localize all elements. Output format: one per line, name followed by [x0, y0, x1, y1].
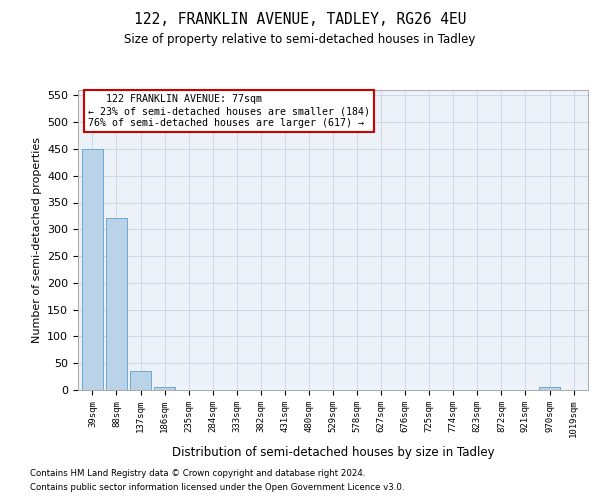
Y-axis label: Number of semi-detached properties: Number of semi-detached properties [32, 137, 41, 343]
Text: 122 FRANKLIN AVENUE: 77sqm
← 23% of semi-detached houses are smaller (184)
76% o: 122 FRANKLIN AVENUE: 77sqm ← 23% of semi… [88, 94, 370, 128]
Text: Contains public sector information licensed under the Open Government Licence v3: Contains public sector information licen… [30, 484, 404, 492]
Text: 122, FRANKLIN AVENUE, TADLEY, RG26 4EU: 122, FRANKLIN AVENUE, TADLEY, RG26 4EU [134, 12, 466, 28]
Bar [82, 149, 103, 390]
Text: Contains HM Land Registry data © Crown copyright and database right 2024.: Contains HM Land Registry data © Crown c… [30, 468, 365, 477]
Bar [106, 218, 127, 390]
X-axis label: Distribution of semi-detached houses by size in Tadley: Distribution of semi-detached houses by … [172, 446, 494, 458]
Text: Size of property relative to semi-detached houses in Tadley: Size of property relative to semi-detach… [124, 32, 476, 46]
Bar [539, 388, 560, 390]
Bar [154, 388, 175, 390]
Bar [130, 371, 151, 390]
